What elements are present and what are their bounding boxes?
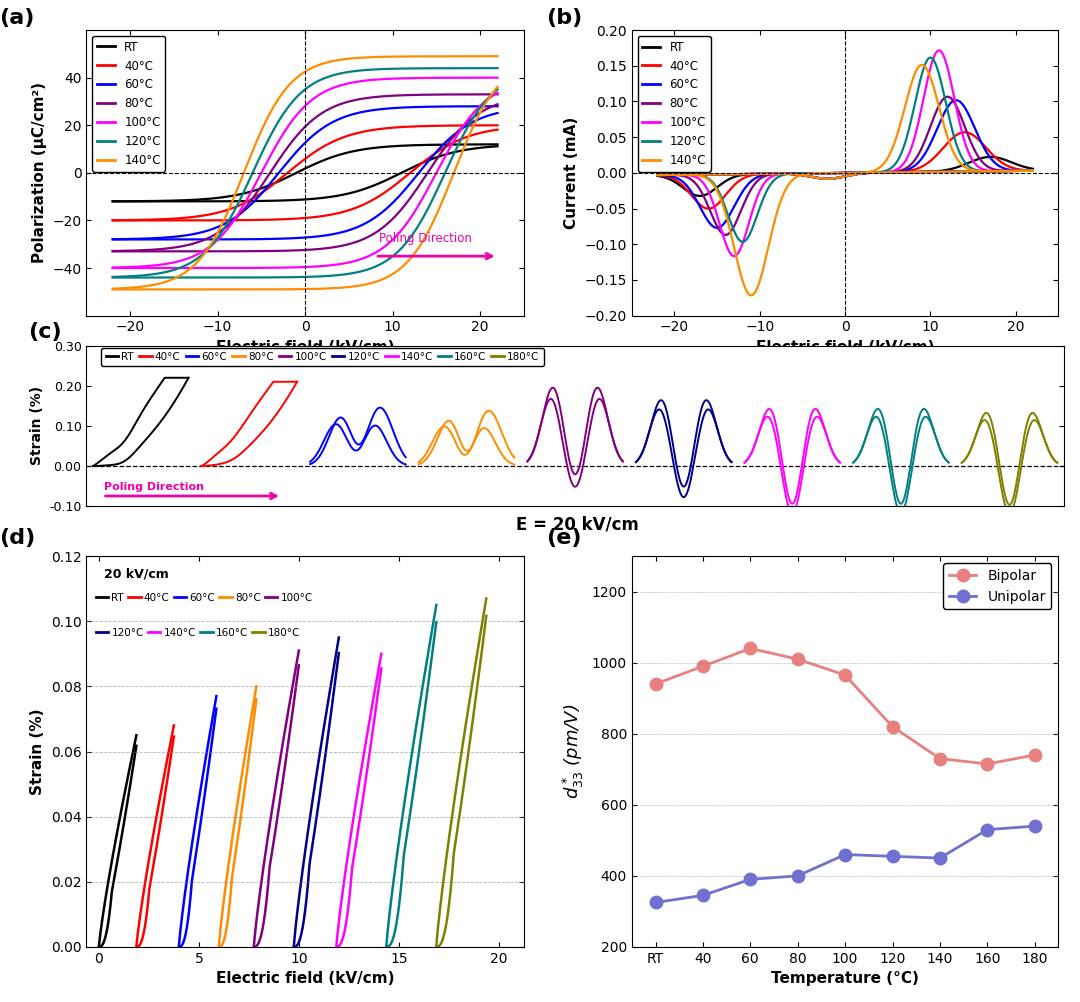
Y-axis label: Strain (%): Strain (%) <box>30 708 45 795</box>
Y-axis label: Strain (%): Strain (%) <box>29 387 43 465</box>
Bipolar <box>981 758 994 770</box>
Unipolar <box>981 824 994 836</box>
Legend: RT, 40°C, 60°C, 80°C, 100°C, 120°C, 140°C: RT, 40°C, 60°C, 80°C, 100°C, 120°C, 140°… <box>92 36 165 171</box>
Line: Unipolar: Unipolar <box>649 820 1041 909</box>
Text: 20 kV/cm: 20 kV/cm <box>104 568 168 581</box>
Text: E = 20 kV/cm: E = 20 kV/cm <box>516 515 639 533</box>
Bipolar <box>1028 749 1041 762</box>
Unipolar <box>792 870 805 882</box>
Unipolar <box>1028 820 1041 832</box>
Bipolar <box>792 653 805 665</box>
X-axis label: Electric field (kV/cm): Electric field (kV/cm) <box>216 971 394 986</box>
Text: (c): (c) <box>28 322 62 342</box>
Bipolar <box>697 660 710 672</box>
Legend: Bipolar, Unipolar: Bipolar, Unipolar <box>943 563 1052 609</box>
Bipolar <box>744 642 757 654</box>
Bipolar <box>839 669 852 681</box>
Bipolar <box>886 720 899 732</box>
Y-axis label: $d_{33}^*$ (pm/V): $d_{33}^*$ (pm/V) <box>562 703 586 800</box>
Unipolar <box>649 897 662 909</box>
Legend: 120°C, 140°C, 160°C, 180°C: 120°C, 140°C, 160°C, 180°C <box>92 624 305 642</box>
Legend: RT, 40°C, 60°C, 80°C, 100°C, 120°C, 140°C: RT, 40°C, 60°C, 80°C, 100°C, 120°C, 140°… <box>637 36 711 171</box>
X-axis label: Electric field (kV/cm): Electric field (kV/cm) <box>756 340 934 355</box>
Unipolar <box>839 849 852 861</box>
Bipolar <box>933 753 946 765</box>
Legend: RT, 40°C, 60°C, 80°C, 100°C, 120°C, 140°C, 160°C, 180°C: RT, 40°C, 60°C, 80°C, 100°C, 120°C, 140°… <box>102 348 543 366</box>
Line: Bipolar: Bipolar <box>649 642 1041 771</box>
Bipolar <box>649 678 662 690</box>
Text: Poling Direction: Poling Direction <box>379 231 472 244</box>
Y-axis label: Current (mA): Current (mA) <box>564 116 579 229</box>
X-axis label: Electric field (kV/cm): Electric field (kV/cm) <box>216 340 394 355</box>
Unipolar <box>933 852 946 864</box>
Text: (b): (b) <box>546 8 583 28</box>
Unipolar <box>886 851 899 863</box>
Y-axis label: Polarization (μC/cm²): Polarization (μC/cm²) <box>31 82 46 264</box>
Unipolar <box>744 874 757 886</box>
Text: (a): (a) <box>0 8 35 28</box>
Text: (d): (d) <box>0 528 36 548</box>
X-axis label: Temperature (°C): Temperature (°C) <box>771 971 919 986</box>
Unipolar <box>697 890 710 902</box>
Text: Poling Direction: Poling Direction <box>104 482 204 492</box>
Text: (e): (e) <box>546 528 582 548</box>
